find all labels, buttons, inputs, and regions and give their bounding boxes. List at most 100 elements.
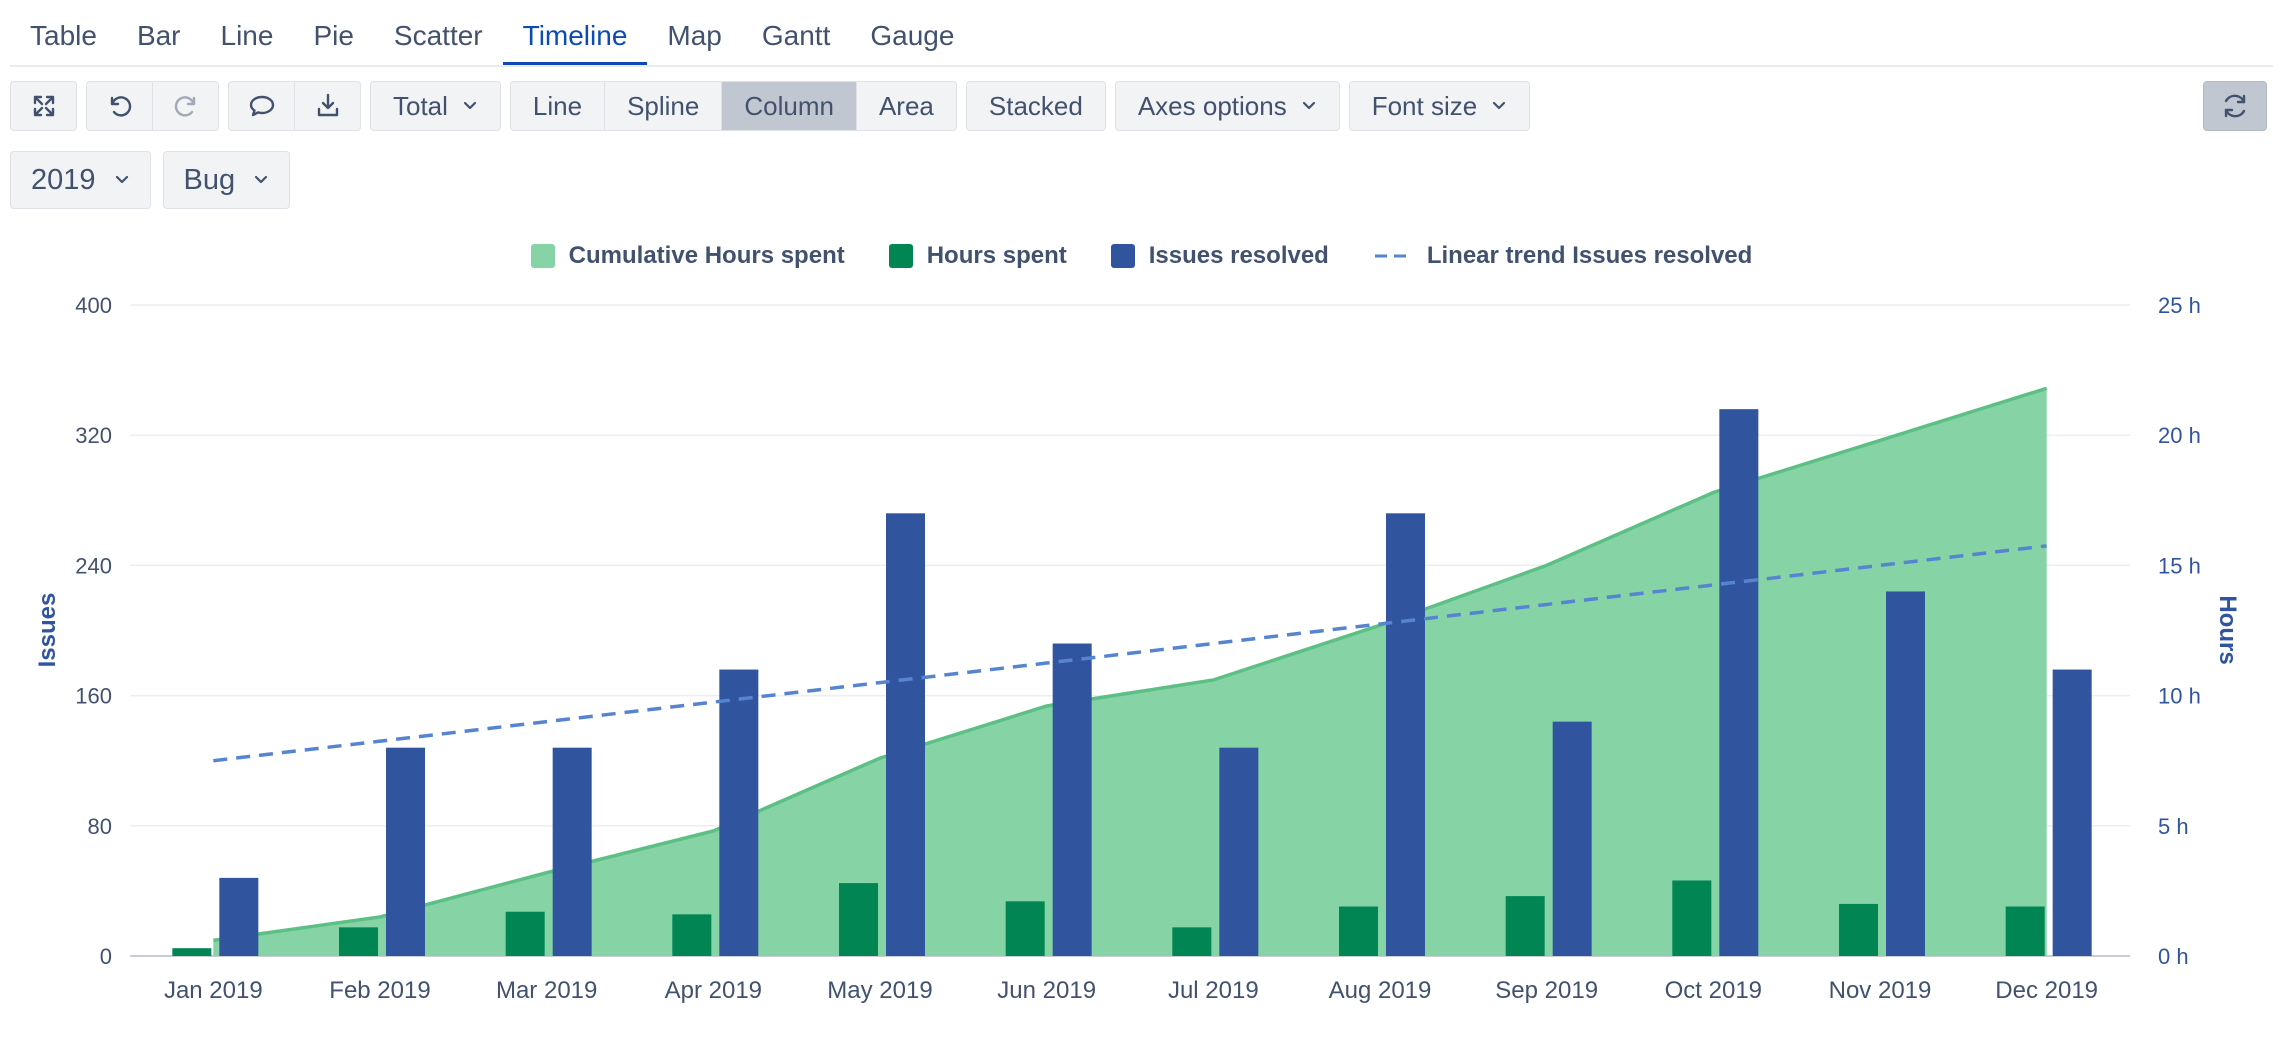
legend-item-hours-spent[interactable]: Hours spent — [888, 242, 1067, 270]
tab-line[interactable]: Line — [220, 20, 274, 51]
tab-map[interactable]: Map — [667, 20, 722, 51]
spline-type-button[interactable]: Spline — [604, 81, 723, 131]
x-tick-label: Apr 2019 — [665, 977, 762, 1004]
tab-gantt[interactable]: Gantt — [761, 20, 831, 51]
y-left-tick-label: 240 — [75, 553, 112, 578]
refresh-button[interactable] — [2203, 81, 2267, 131]
legend-label: Cumulative Hours spent — [568, 242, 845, 269]
column-type-button[interactable]: Column — [721, 81, 857, 131]
font-size-dropdown[interactable]: Font size — [1348, 81, 1531, 131]
hours-spent-bar — [672, 914, 712, 956]
legend-swatch — [888, 244, 913, 268]
x-tick-label: Jun 2019 — [997, 977, 1096, 1004]
hours-spent-bar — [339, 927, 378, 956]
comment-button[interactable] — [228, 81, 295, 131]
download-button[interactable] — [294, 81, 361, 131]
issue-type-filter-dropdown[interactable]: Bug — [162, 151, 291, 209]
cumulative-hours-area — [213, 388, 2047, 956]
filter-bar: 2019 Bug — [10, 151, 302, 209]
tab-scatter[interactable]: Scatter — [393, 20, 483, 51]
fullscreen-button[interactable] — [10, 81, 77, 131]
y-left-tick-label: 320 — [75, 423, 112, 448]
cumulative-hours-line — [213, 386, 2048, 943]
legend-dash-icon — [1374, 254, 1411, 258]
issue-type-filter-value: Bug — [183, 163, 236, 196]
download-icon — [317, 93, 338, 117]
issues-resolved-bar — [1886, 591, 1925, 956]
hours-spent-bar — [1172, 927, 1212, 956]
hours-spent-bar — [1505, 896, 1545, 956]
y-right-tick-label: 20 h — [2158, 423, 2201, 448]
y-left-tick-label: 80 — [88, 814, 112, 839]
legend-item-trend[interactable]: Linear trend Issues resolved — [1373, 242, 1752, 270]
year-filter-dropdown[interactable]: 2019 — [10, 151, 151, 209]
hours-spent-bar — [1005, 901, 1045, 956]
y-right-tick-label: 10 h — [2158, 684, 2201, 709]
hours-spent-bar — [172, 948, 212, 956]
y-left-tick-label: 160 — [75, 684, 112, 709]
legend-label: Linear trend Issues resolved — [1426, 242, 1753, 269]
tab-timeline[interactable]: Timeline — [502, 0, 648, 65]
x-tick-label: Nov 2019 — [1829, 977, 1932, 1004]
undo-button[interactable] — [86, 81, 153, 131]
issues-resolved-bar — [219, 877, 259, 956]
redo-button[interactable] — [152, 81, 219, 131]
x-tick-label: Jul 2019 — [1168, 977, 1259, 1004]
fullscreen-icon — [33, 95, 54, 117]
y-right-tick-label: 5 h — [2158, 814, 2189, 839]
undo-icon — [110, 96, 131, 117]
legend-label: Issues resolved — [1148, 242, 1329, 269]
issues-resolved-bar — [2052, 669, 2092, 956]
issues-resolved-bar — [386, 747, 425, 956]
year-filter-value: 2019 — [31, 163, 96, 196]
tab-table[interactable]: Table — [30, 20, 97, 51]
chevron-down-icon — [1491, 101, 1507, 111]
chevron-down-icon — [462, 101, 478, 111]
axes-options-label: Axes options — [1137, 90, 1287, 121]
comment-icon — [249, 95, 274, 117]
x-tick-label: Feb 2019 — [329, 977, 430, 1004]
chevron-down-icon — [114, 175, 130, 185]
hours-spent-bar — [1672, 880, 1712, 956]
x-tick-label: Sep 2019 — [1495, 977, 1598, 1004]
total-label: Total — [393, 90, 448, 121]
x-tick-label: Jan 2019 — [164, 977, 263, 1004]
axes-options-dropdown[interactable]: Axes options — [1114, 81, 1340, 131]
legend-item-cumulative-hours[interactable]: Cumulative Hours spent — [530, 242, 845, 270]
y-left-tick-label: 400 — [75, 293, 112, 318]
line-type-button[interactable]: Line — [509, 81, 606, 131]
y-left-tick-label: 0 — [100, 944, 112, 969]
stacked-button[interactable]: Stacked — [965, 81, 1106, 131]
issues-resolved-bar — [1386, 513, 1425, 956]
chart-legend: Cumulative Hours spent Hours spent Issue… — [0, 242, 2283, 270]
issues-resolved-bar — [1552, 721, 1592, 956]
hours-spent-bar — [1839, 903, 1878, 956]
chart-type-tabs: Table Bar Line Pie Scatter Timeline Map … — [10, 0, 2273, 67]
legend-item-issues-resolved[interactable]: Issues resolved — [1110, 242, 1329, 270]
hours-spent-bar — [839, 883, 878, 956]
hours-spent-bar — [1339, 906, 1378, 956]
tab-bar[interactable]: Bar — [136, 20, 181, 51]
issues-resolved-bar — [1219, 747, 1259, 956]
hours-spent-bar — [505, 911, 545, 956]
x-tick-label: Oct 2019 — [1665, 977, 1762, 1004]
legend-label: Hours spent — [926, 242, 1067, 269]
x-tick-label: Dec 2019 — [1995, 977, 2098, 1004]
issues-resolved-bar — [1719, 409, 1759, 956]
y-right-tick-label: 25 h — [2158, 293, 2201, 318]
total-dropdown[interactable]: Total — [370, 81, 501, 131]
chevron-down-icon — [253, 175, 269, 185]
legend-swatch — [530, 244, 555, 268]
tab-gauge[interactable]: Gauge — [870, 20, 955, 51]
issues-resolved-bar — [552, 747, 592, 956]
tab-pie[interactable]: Pie — [313, 20, 354, 51]
issues-resolved-bar — [886, 513, 925, 956]
issues-resolved-bar — [1052, 643, 1092, 956]
x-tick-label: Mar 2019 — [496, 977, 597, 1004]
area-type-button[interactable]: Area — [855, 81, 957, 131]
y-axis-right-title: Hours — [2214, 595, 2241, 664]
refresh-icon — [2224, 94, 2246, 118]
legend-swatch — [1110, 244, 1135, 268]
y-right-tick-label: 0 h — [2158, 944, 2189, 969]
